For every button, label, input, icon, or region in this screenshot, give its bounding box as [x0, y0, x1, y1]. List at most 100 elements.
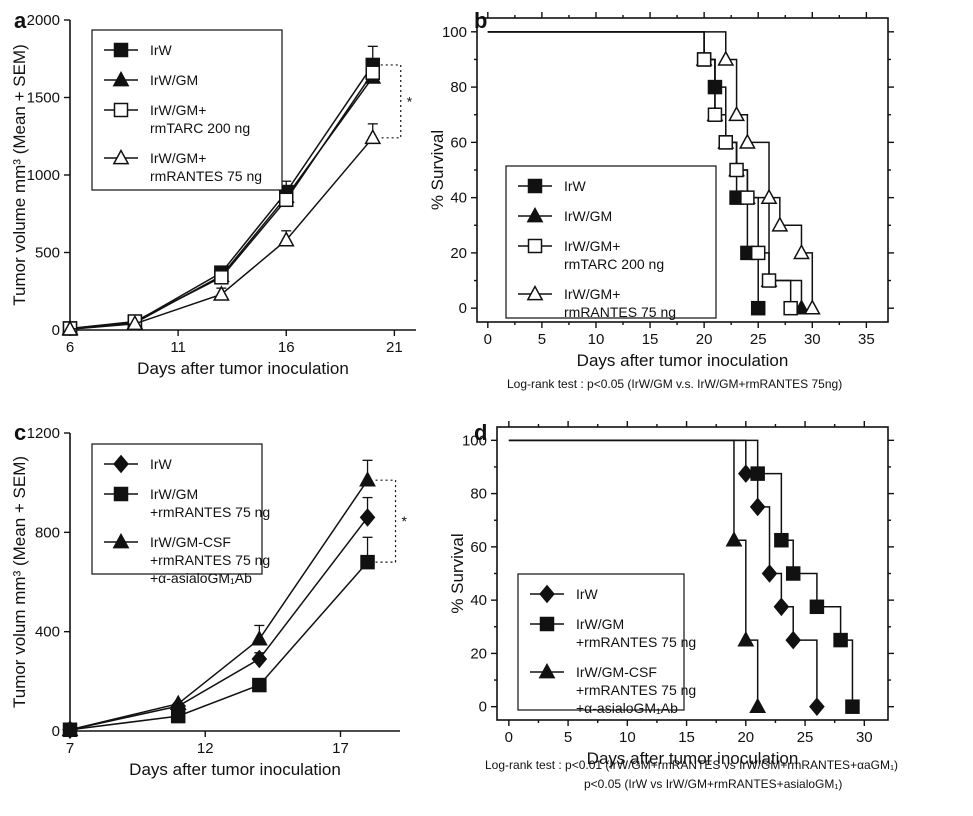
data-point [774, 532, 789, 548]
x-tick-label: 10 [619, 729, 636, 746]
data-point [785, 566, 801, 581]
significance-bracket [380, 64, 402, 139]
y-tick-label: 80 [470, 486, 487, 503]
data-point [740, 190, 755, 205]
panel-d: d 0 5 10 15 20 25 30 0 20 40 60 80 100 Days after tumo… [448, 420, 898, 791]
data-point [845, 699, 860, 714]
x-tick-label: 20 [737, 729, 754, 746]
y-tick-label: 0 [52, 322, 60, 339]
series-1 [508, 439, 825, 716]
legend-label: IrW [150, 456, 173, 472]
data-point [251, 649, 268, 669]
data-point [696, 52, 712, 67]
legend-label: +rmRANTES 75 ng [150, 504, 270, 520]
panel-c: c 7 12 17 0 400 800 1200 Days after tumor inocul… [10, 420, 408, 779]
legend-label: IrW/GM+ [564, 238, 620, 254]
legend-label: IrW [564, 178, 587, 194]
legend: IrW IrW/GM +rmRANTES 75 ng IrW/GM-CSF +rmRAN… [91, 443, 270, 586]
legend-label: rmTARC 200 ng [564, 256, 664, 272]
legend-label: IrW/GM [150, 72, 198, 88]
y-tick-label: 400 [35, 624, 60, 641]
legend-marker [539, 616, 555, 632]
data-point [793, 243, 810, 260]
y-tick-label: 0 [479, 699, 487, 716]
data-point [761, 564, 778, 583]
data-point [738, 464, 754, 483]
data-point [277, 231, 295, 247]
x-tick-label: 35 [858, 331, 875, 348]
data-point [738, 133, 756, 149]
x-tick-label: 20 [696, 331, 713, 348]
y-tick-label: 2000 [27, 12, 60, 29]
y-tick-label: 1500 [27, 90, 60, 107]
data-point [61, 320, 79, 336]
data-point [749, 497, 766, 517]
legend-label: rmTARC 200 ng [150, 120, 250, 136]
x-tick-label: 30 [804, 331, 821, 348]
x-tick-label: 5 [538, 331, 546, 348]
log-rank-footnote: Log-rank test : p<0.05 (IrW/GM v.s. IrW/… [507, 377, 842, 391]
legend-label: IrW/GM [576, 616, 624, 632]
series-3 [61, 459, 376, 737]
data-point [771, 216, 789, 232]
y-axis-label: % Survival [428, 130, 447, 210]
panel-b: b 0 5 10 15 20 25 30 35 0 20 40 60 80 100 Days after tu… [428, 8, 894, 391]
data-point [126, 314, 144, 331]
data-point [359, 471, 376, 487]
legend-marker [526, 206, 544, 223]
data-point [809, 599, 825, 615]
data-point [718, 135, 734, 150]
series-3 [487, 31, 798, 316]
y-tick-label: 100 [442, 24, 467, 41]
legend-marker [113, 42, 129, 58]
data-point [252, 677, 267, 693]
data-point [773, 597, 790, 617]
series-4 [487, 31, 821, 315]
legend: IrW IrW/GM +rmRANTES 75 ng IrW/GM-CSF +rmRAN… [517, 573, 696, 716]
y-tick-label: 80 [450, 79, 467, 96]
data-point [761, 273, 777, 288]
y-tick-label: 40 [470, 592, 487, 609]
legend-label: IrW/GM+ [150, 102, 206, 118]
legend: IrW IrW/GM IrW/GM+ rmTARC 200 ng IrW/GM+ rmRA… [505, 165, 717, 320]
legend-label: +rmRANTES 75 ng [576, 682, 696, 698]
y-tick-label: 100 [462, 432, 487, 449]
x-tick-label: 10 [588, 331, 605, 348]
legend: IrW IrW/GM IrW/GM+ rmTARC 200 ng IrW/GM+ rmRA… [91, 29, 283, 191]
significance-bracket [375, 479, 397, 563]
x-tick-label: 12 [197, 740, 214, 757]
log-rank-footnote: Log-rank test : p<0.01 (IrW/GM+rmRANTES … [485, 758, 898, 772]
panel-letter: d [474, 420, 487, 445]
legend-marker [539, 584, 555, 604]
y-tick-label: 500 [35, 245, 60, 262]
legend-marker [526, 284, 544, 301]
panel-letter: c [14, 420, 26, 445]
x-tick-label: 0 [484, 331, 492, 348]
legend-marker [527, 238, 543, 254]
data-point [725, 531, 743, 547]
data-point [717, 50, 735, 66]
y-tick-label: 1000 [27, 167, 60, 184]
x-tick-label: 7 [66, 740, 74, 757]
x-axis-label: Days after tumor inoculation [587, 749, 799, 768]
series-line [69, 479, 369, 731]
data-point [803, 299, 821, 315]
data-point [214, 270, 229, 285]
legend-marker [112, 532, 130, 549]
data-point [750, 300, 766, 316]
data-point [707, 107, 723, 122]
data-point [170, 708, 186, 724]
data-point [728, 105, 745, 122]
x-tick-label: 16 [278, 339, 295, 356]
log-rank-footnote: p<0.05 (IrW vs IrW/GM+rmRANTES+asialoGM₁… [584, 777, 842, 791]
legend-marker [113, 454, 129, 474]
series-3 [508, 439, 767, 714]
data-point [279, 192, 294, 208]
data-point [359, 508, 376, 527]
y-tick-label: 40 [450, 190, 467, 207]
y-tick-label: 60 [450, 134, 467, 151]
y-axis-label: Tumor volume mm³ (Mean + SEM) [10, 44, 29, 306]
series-2 [508, 439, 860, 714]
legend-label: IrW/GM+ [150, 150, 206, 166]
x-axis-label: Days after tumor inoculation [137, 359, 349, 378]
